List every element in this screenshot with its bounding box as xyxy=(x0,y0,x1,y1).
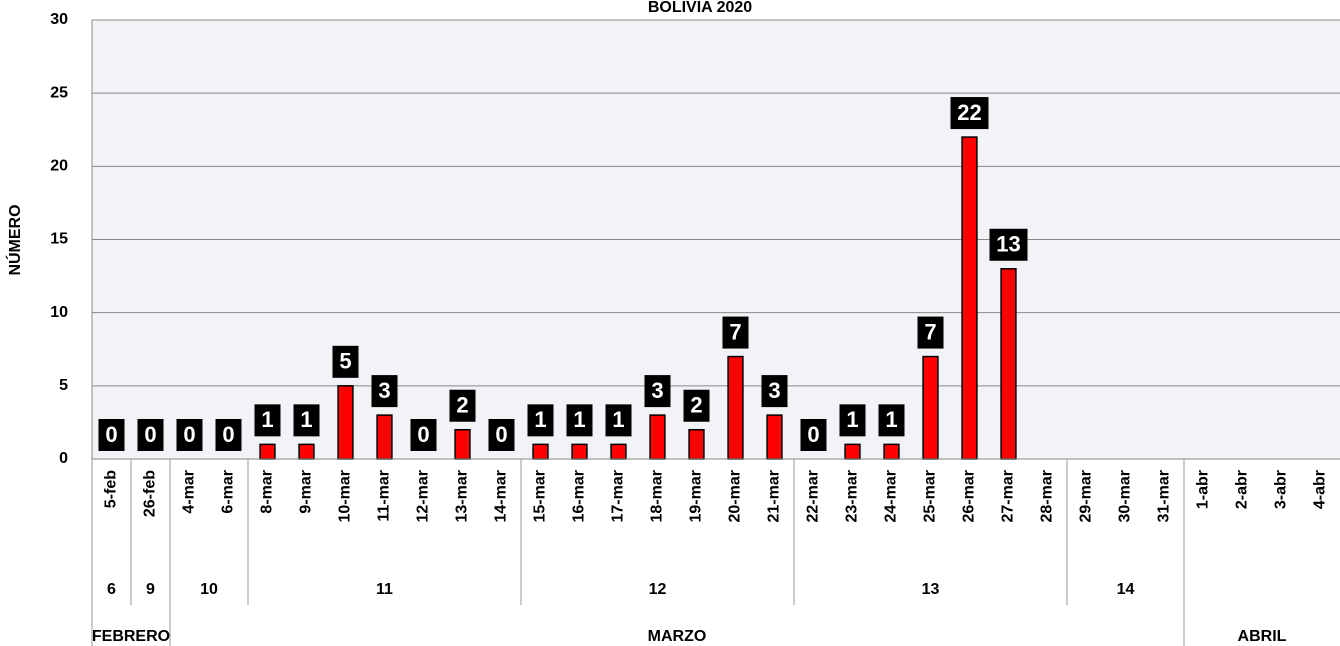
data-label: 3 xyxy=(651,378,663,403)
x-tick-label: 13-mar xyxy=(454,470,471,522)
x-tick-label: 19-mar xyxy=(688,470,705,522)
data-label: 1 xyxy=(573,407,585,432)
data-label: 1 xyxy=(846,407,858,432)
y-tick-label: 25 xyxy=(50,84,68,101)
x-tick-label: 3-abr xyxy=(1273,470,1290,509)
months-label: MARZO xyxy=(648,628,707,645)
x-tick-label: 5-feb xyxy=(103,470,120,508)
bar xyxy=(728,357,743,459)
data-label: 0 xyxy=(417,422,429,447)
months-label: ABRIL xyxy=(1238,628,1287,645)
x-tick-label: 24-mar xyxy=(883,470,900,522)
x-tick-label: 22-mar xyxy=(805,470,822,522)
x-tick-label: 26-feb xyxy=(142,470,159,517)
data-label: 1 xyxy=(534,407,546,432)
x-tick-label: 10-mar xyxy=(337,470,354,522)
x-tick-label: 23-mar xyxy=(844,470,861,522)
data-label: 1 xyxy=(261,407,273,432)
x-tick-label: 18-mar xyxy=(649,470,666,522)
data-label: 3 xyxy=(768,378,780,403)
data-label: 13 xyxy=(996,232,1020,257)
bar xyxy=(845,444,860,459)
bar xyxy=(767,415,782,459)
bar xyxy=(377,415,392,459)
y-tick-label: 10 xyxy=(50,304,68,321)
x-tick-label: 26-mar xyxy=(961,470,978,522)
data-label: 0 xyxy=(222,422,234,447)
bar xyxy=(533,444,548,459)
data-label: 0 xyxy=(105,422,117,447)
bar xyxy=(299,444,314,459)
x-tick-label: 11-mar xyxy=(376,470,393,522)
x-tick-label: 31-mar xyxy=(1156,470,1173,522)
x-tick-label: 17-mar xyxy=(610,470,627,522)
x-tick-label: 15-mar xyxy=(532,470,549,522)
data-label: 1 xyxy=(612,407,624,432)
data-label: 7 xyxy=(729,319,741,344)
x-tick-label: 25-mar xyxy=(922,470,939,522)
y-tick-label: 15 xyxy=(50,231,68,248)
y-axis-label: NÚMERO xyxy=(5,204,24,275)
weeks-label: 14 xyxy=(1117,581,1135,598)
x-tick-label: 14-mar xyxy=(493,470,510,522)
data-label: 0 xyxy=(144,422,156,447)
bar xyxy=(689,430,704,459)
bar xyxy=(884,444,899,459)
months-label: FEBRERO xyxy=(92,628,170,645)
x-tick-label: 20-mar xyxy=(727,470,744,522)
data-label: 0 xyxy=(807,422,819,447)
data-label: 2 xyxy=(690,393,702,418)
weeks-label: 6 xyxy=(107,581,116,598)
data-label: 5 xyxy=(339,349,351,374)
data-label: 1 xyxy=(885,407,897,432)
data-label: 7 xyxy=(924,319,936,344)
bar xyxy=(572,444,587,459)
x-tick-label: 1-abr xyxy=(1195,470,1212,509)
x-tick-label: 30-mar xyxy=(1117,470,1134,522)
x-tick-label: 4-mar xyxy=(181,470,198,514)
y-tick-label: 0 xyxy=(59,450,68,467)
bar xyxy=(260,444,275,459)
y-tick-label: 20 xyxy=(50,158,68,175)
data-label: 1 xyxy=(300,407,312,432)
x-tick-label: 6-mar xyxy=(220,470,237,514)
bar xyxy=(455,430,470,459)
chart: BOLIVIA 2020 NÚMERO 0510152025305-feb026… xyxy=(0,0,1340,646)
chart-title: BOLIVIA 2020 xyxy=(648,0,752,16)
data-label: 3 xyxy=(378,378,390,403)
weeks-label: 10 xyxy=(200,581,218,598)
x-tick-label: 2-abr xyxy=(1234,470,1251,509)
y-tick-label: 5 xyxy=(59,377,68,394)
bar xyxy=(611,444,626,459)
weeks-label: 12 xyxy=(649,581,667,598)
x-tick-label: 28-mar xyxy=(1039,470,1056,522)
x-tick-label: 9-mar xyxy=(298,470,315,514)
data-label: 0 xyxy=(495,422,507,447)
data-label: 2 xyxy=(456,393,468,418)
weeks-label: 9 xyxy=(146,581,155,598)
x-tick-label: 27-mar xyxy=(1000,470,1017,522)
bar xyxy=(923,357,938,459)
data-label: 0 xyxy=(183,422,195,447)
x-tick-label: 8-mar xyxy=(259,470,276,514)
bar xyxy=(338,386,353,459)
x-tick-label: 4-abr xyxy=(1312,470,1329,509)
x-tick-label: 21-mar xyxy=(766,470,783,522)
y-tick-label: 30 xyxy=(50,11,68,28)
x-tick-label: 12-mar xyxy=(415,470,432,522)
bar xyxy=(962,137,977,459)
bar xyxy=(1001,269,1016,459)
weeks-label: 13 xyxy=(922,581,940,598)
weeks-label: 11 xyxy=(376,581,393,598)
x-tick-label: 16-mar xyxy=(571,470,588,522)
bar xyxy=(650,415,665,459)
data-label: 22 xyxy=(957,100,981,125)
x-tick-label: 29-mar xyxy=(1078,470,1095,522)
